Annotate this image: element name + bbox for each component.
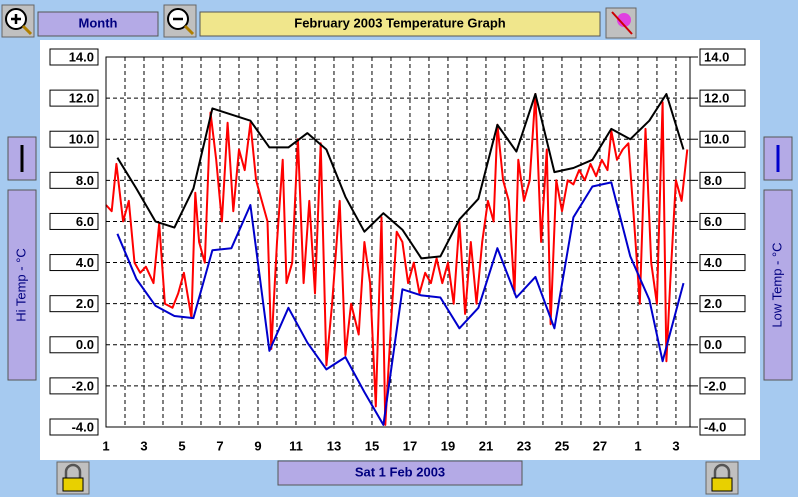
date-button[interactable] xyxy=(277,460,523,486)
x-tick-label: 27 xyxy=(593,438,607,453)
y-tick-box xyxy=(49,171,99,189)
y-tick-box xyxy=(49,336,99,354)
y-axis-label: Hi Temp - °C xyxy=(13,248,28,322)
y2-tick-box xyxy=(699,48,746,66)
x-tick-label: 11 xyxy=(289,438,303,453)
period-button[interactable] xyxy=(37,11,159,37)
zoom-in-button[interactable] xyxy=(1,4,35,38)
series-line xyxy=(105,93,689,426)
y2-tick-box xyxy=(699,171,746,189)
y2-label-button[interactable] xyxy=(763,189,793,381)
y-tick-box xyxy=(49,377,99,395)
y-tick-box xyxy=(49,89,99,107)
y-tick-box xyxy=(49,254,99,272)
plot-frame xyxy=(105,56,691,428)
lock-right[interactable] xyxy=(705,461,739,495)
zoom-out-button[interactable] xyxy=(163,4,197,38)
y2-tick-box xyxy=(699,418,746,436)
y-tick-box xyxy=(49,212,99,230)
y-tick-label: 6.0 xyxy=(76,214,94,229)
y2-tick-box xyxy=(699,336,746,354)
y-tick-label: -4.0 xyxy=(72,419,94,434)
y2-tick-box xyxy=(699,254,746,272)
y-tick-box xyxy=(49,48,99,66)
x-tick-label: 9 xyxy=(254,438,261,453)
y2-tick-label: -4.0 xyxy=(704,419,726,434)
y2-tick-box xyxy=(699,89,746,107)
y-tick-label: 12.0 xyxy=(69,91,94,106)
y2-axis-label: Low Temp - °C xyxy=(769,242,784,327)
y2-tick-label: 0.0 xyxy=(704,337,722,352)
y2-tick-label: 4.0 xyxy=(704,255,722,270)
y-label-button[interactable] xyxy=(7,189,37,381)
lock-left[interactable] xyxy=(56,461,90,495)
y-tick-label: 8.0 xyxy=(76,173,94,188)
y2-tick-label: -2.0 xyxy=(704,378,726,393)
period-label: Month xyxy=(79,15,118,30)
y-tick-label: -2.0 xyxy=(72,378,94,393)
y2-tick-label: 14.0 xyxy=(704,49,729,64)
y-tick-box xyxy=(49,418,99,436)
chart-title: February 2003 Temperature Graph xyxy=(294,15,506,30)
x-tick-label: 15 xyxy=(365,438,379,453)
y-tick-label: 14.0 xyxy=(69,49,94,64)
series-line xyxy=(116,93,685,260)
x-tick-label: 3 xyxy=(672,438,679,453)
series-line xyxy=(116,181,685,426)
y2-tick-label: 2.0 xyxy=(704,296,722,311)
y2-tick-label: 12.0 xyxy=(704,91,729,106)
y2-tick-label: 8.0 xyxy=(704,173,722,188)
settings-button[interactable] xyxy=(605,7,637,39)
y2-tick-box xyxy=(699,295,746,313)
y2-tick-box xyxy=(699,377,746,395)
x-tick-label: 19 xyxy=(441,438,455,453)
low-series-button[interactable] xyxy=(763,136,793,181)
y-tick-label: 0.0 xyxy=(76,337,94,352)
y2-tick-box xyxy=(699,130,746,148)
chart-panel xyxy=(40,40,760,460)
x-tick-label: 1 xyxy=(102,438,109,453)
y-tick-label: 10.0 xyxy=(69,132,94,147)
y-tick-label: 2.0 xyxy=(76,296,94,311)
y2-tick-box xyxy=(699,212,746,230)
x-tick-label: 3 xyxy=(140,438,147,453)
y-tick-box xyxy=(49,130,99,148)
y2-tick-label: 6.0 xyxy=(704,214,722,229)
y2-tick-label: 10.0 xyxy=(704,132,729,147)
x-tick-label: 25 xyxy=(555,438,569,453)
x-tick-label: 17 xyxy=(403,438,417,453)
y-tick-box xyxy=(49,295,99,313)
x-tick-label: 1 xyxy=(634,438,641,453)
x-tick-label: 5 xyxy=(178,438,185,453)
y-tick-label: 4.0 xyxy=(76,255,94,270)
x-tick-label: 23 xyxy=(517,438,531,453)
hi-series-button[interactable] xyxy=(7,136,37,181)
x-tick-label: 13 xyxy=(327,438,341,453)
x-tick-label: 21 xyxy=(479,438,493,453)
date-label: Sat 1 Feb 2003 xyxy=(355,464,445,479)
x-tick-label: 7 xyxy=(216,438,223,453)
title-box xyxy=(199,11,601,37)
